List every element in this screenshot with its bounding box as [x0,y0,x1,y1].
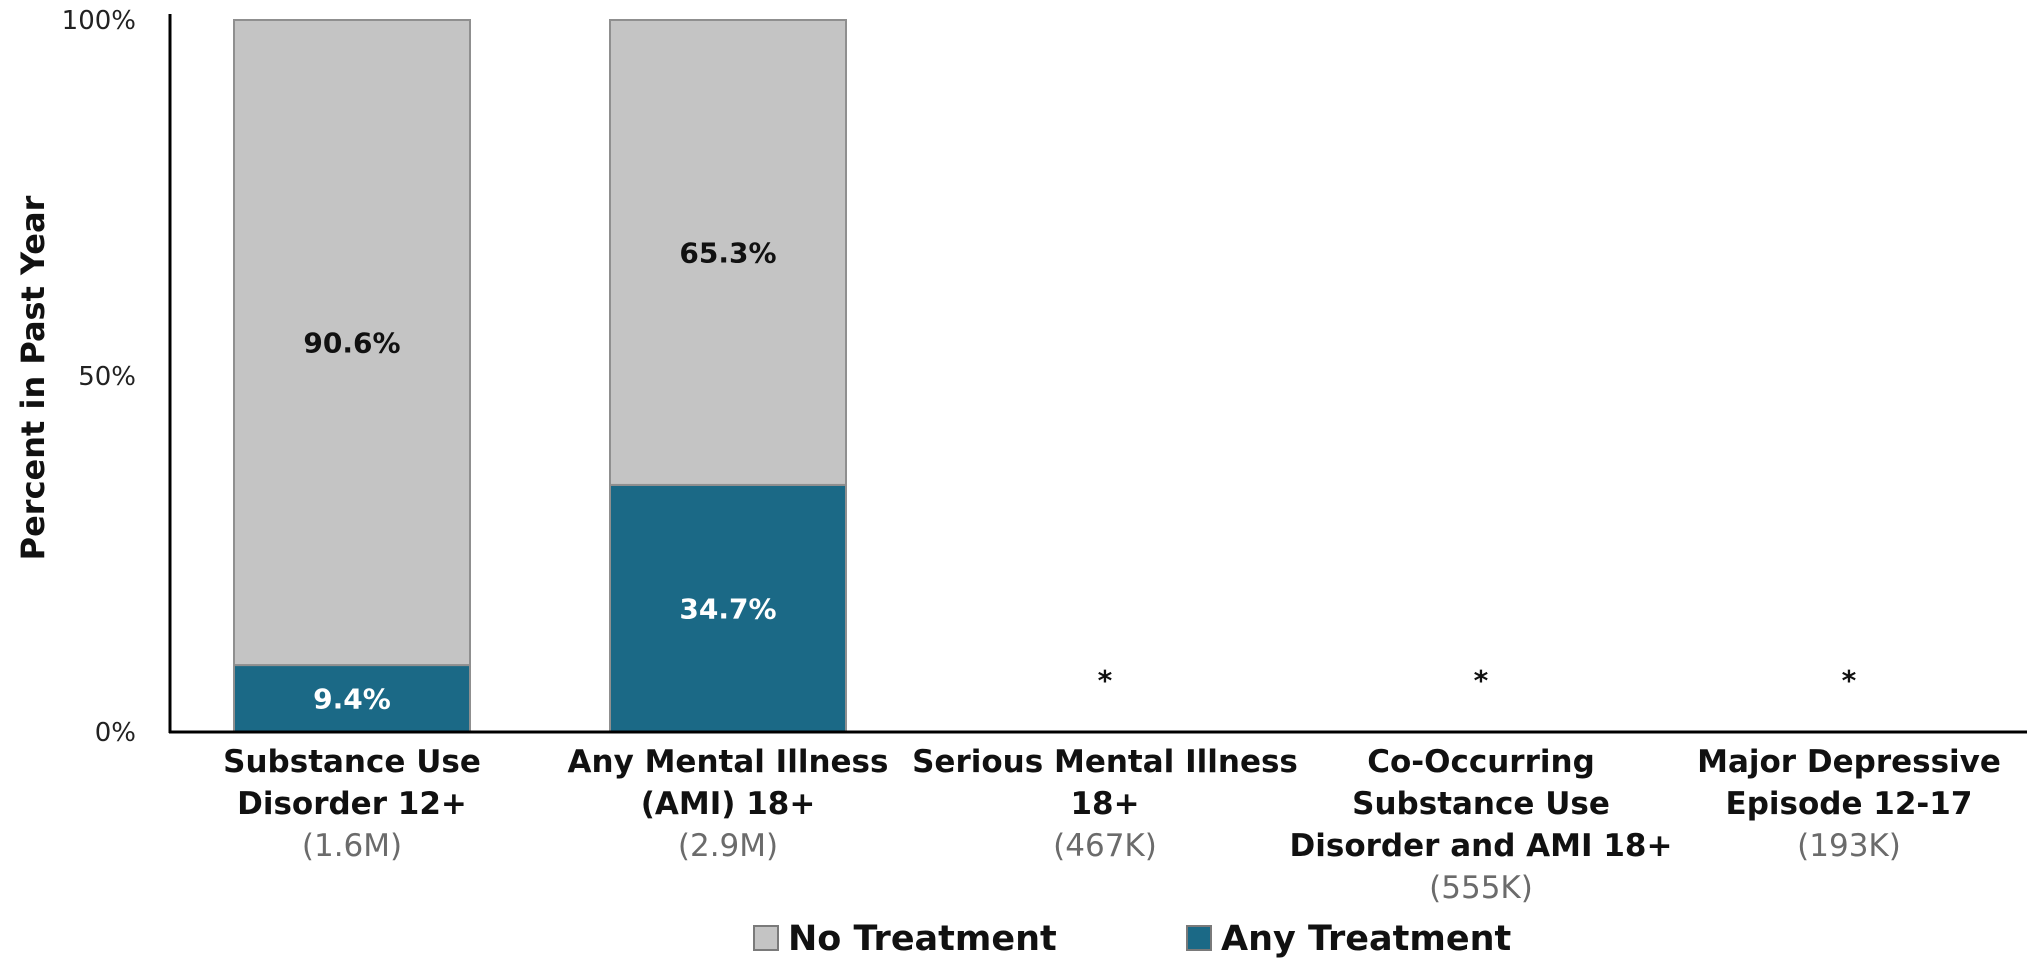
y-axis-title: Percent in Past Year [14,195,52,560]
bar-any-treatment-1 [233,664,471,734]
y-tick-label-2: 50% [78,362,136,392]
suppressed-marker-5: * [1842,664,1857,697]
data-label-no-treatment-1: 90.6% [303,327,400,360]
x-tick-sample-size-4: (555K) [1429,870,1533,906]
x-tick-sample-size-3: (467K) [1053,828,1157,864]
x-tick-label-3-line-2: 18+ [1070,786,1139,822]
data-label-any-treatment-2: 34.7% [679,592,776,625]
legend-label-any-treatment: Any Treatment [1221,919,1511,959]
suppressed-marker-4: * [1474,664,1489,697]
axes-group [168,14,2027,734]
y-ticks-group: 0% 50% 100% [62,6,136,748]
y-tick-label-1: 0% [95,718,136,748]
x-tick-label-3-line-1: Serious Mental Illness [912,744,1298,780]
x-tick-label-1-line-2: Disorder 12+ [237,786,467,822]
category-labels-group: Substance Use Disorder 12+ (1.6M) Any Menta… [223,744,2001,906]
legend-label-no-treatment: No Treatment [788,919,1057,959]
bars-group: 9.4% 90.6% 34.7% 65.3% * * * [233,19,1857,734]
y-tick-label-3: 100% [62,6,136,36]
legend-swatch-no-treatment [753,925,779,951]
x-tick-label-4-line-2: Substance Use [1352,786,1610,822]
x-tick-label-4-line-1: Co-Occurring [1367,744,1595,780]
x-tick-label-5-line-1: Major Depressive [1697,744,2001,780]
x-tick-sample-size-2: (2.9M) [678,828,778,864]
legend-swatch-any-treatment [1186,925,1212,951]
data-label-no-treatment-2: 65.3% [679,236,776,269]
x-tick-label-4-line-3: Disorder and AMI 18+ [1290,828,1673,864]
bar-no-treatment-2 [609,19,847,486]
x-tick-label-2-line-2: (AMI) 18+ [641,786,816,822]
x-tick-sample-size-5: (193K) [1797,828,1901,864]
data-label-any-treatment-1: 9.4% [313,683,391,716]
x-tick-label-2-line-1: Any Mental Illness [568,744,889,780]
bar-no-treatment-1 [233,19,471,667]
x-tick-label-1-line-1: Substance Use [223,744,481,780]
legend: No Treatment Any Treatment [753,919,1511,959]
x-tick-label-5-line-2: Episode 12-17 [1726,786,1973,822]
suppressed-marker-3: * [1098,664,1113,697]
x-tick-sample-size-1: (1.6M) [302,828,402,864]
